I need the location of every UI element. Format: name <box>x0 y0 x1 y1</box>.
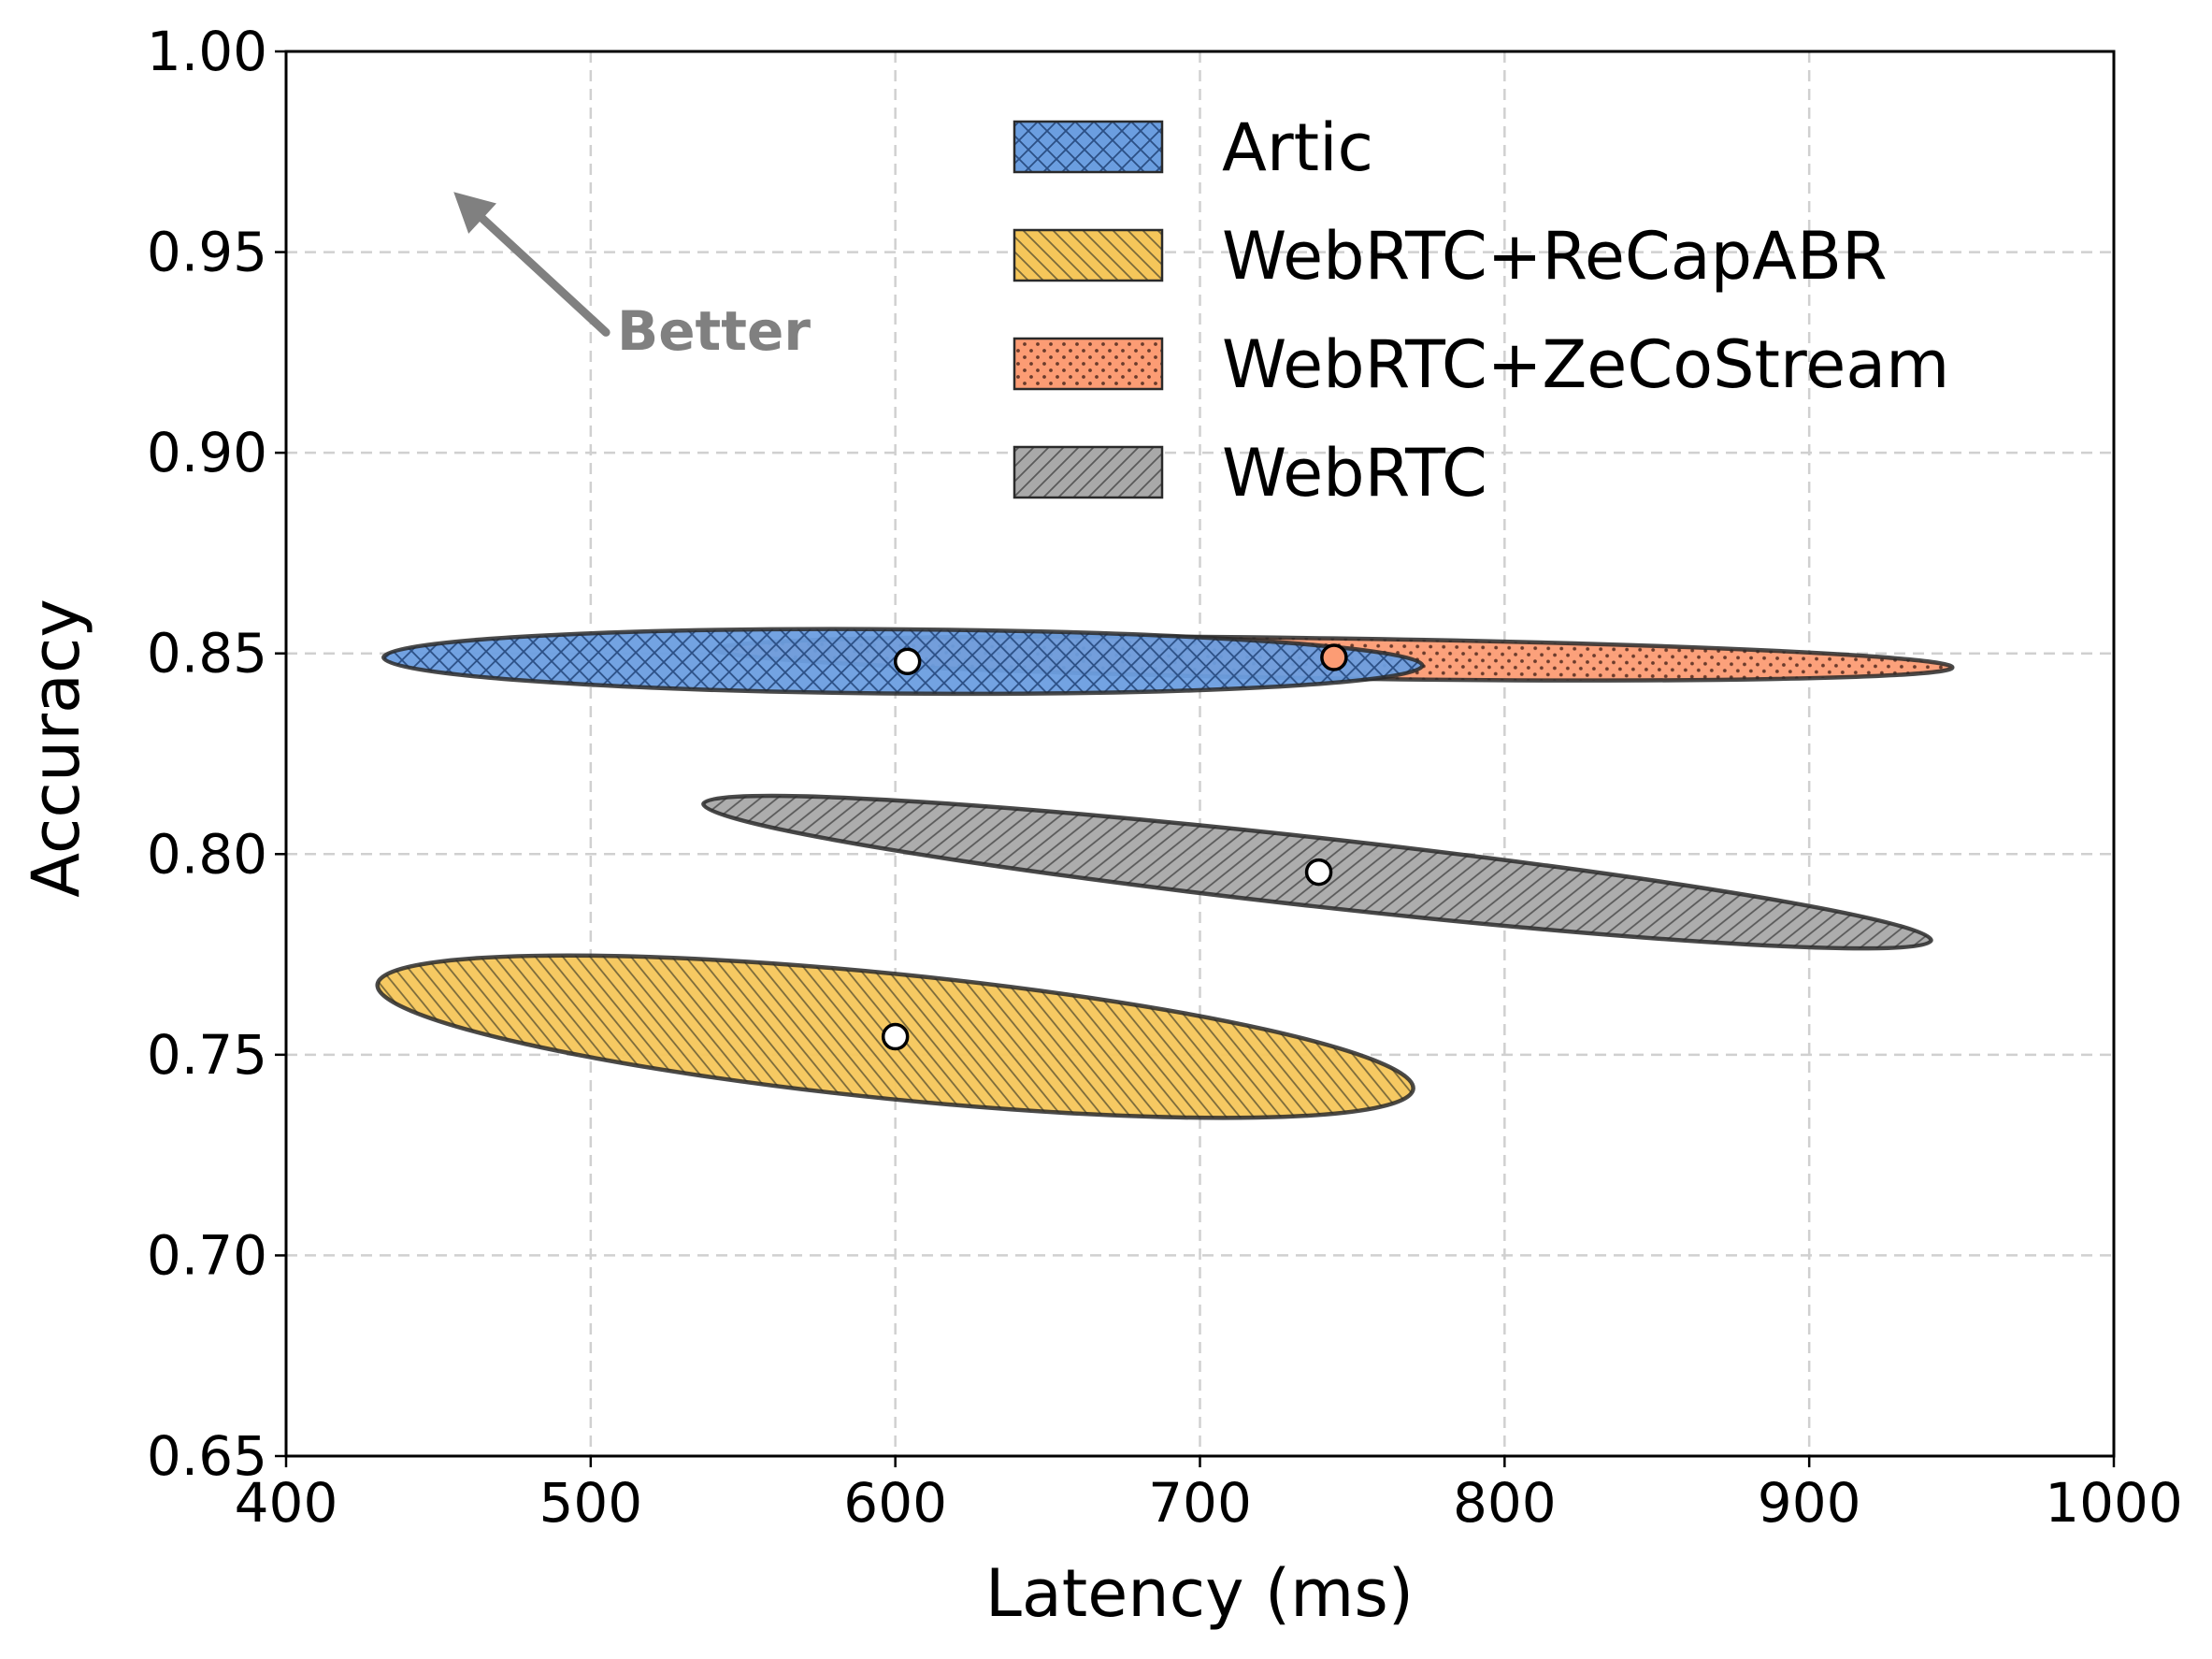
legend-swatch-artic <box>1013 120 1164 174</box>
legend-swatch-webrtc-zecostream <box>1013 337 1164 391</box>
legend-label-webrtc: WebRTC <box>1222 435 1487 512</box>
y-axis-ticks: 0.65 0.70 0.75 0.80 0.85 0.90 0.95 1.00 <box>147 20 286 1488</box>
webrtc-recapabr-mean-point <box>881 1022 910 1051</box>
legend: Artic WebRTC+ReCapABR WebRTC+ZeCoStream Web… <box>1013 109 1949 512</box>
x-tick-label: 400 <box>235 1471 338 1535</box>
y-axis-label: Accuracy <box>18 599 94 898</box>
y-tick-label: 1.00 <box>147 20 267 83</box>
means-layer <box>881 643 1348 1051</box>
artic-mean-point <box>893 647 922 676</box>
webrtc-mean-point <box>1304 858 1333 887</box>
better-arrow-head-icon <box>453 192 496 234</box>
x-tick-label: 800 <box>1453 1471 1557 1535</box>
x-tick-label: 500 <box>539 1471 642 1535</box>
x-tick-label: 900 <box>1758 1471 1861 1535</box>
y-tick-label: 0.95 <box>147 221 267 284</box>
legend-label-webrtc-zecostream: WebRTC+ZeCoStream <box>1222 326 1949 403</box>
better-arrow-icon <box>478 214 610 337</box>
legend-label-artic: Artic <box>1222 109 1373 186</box>
x-axis-label: Latency (ms) <box>985 1555 1414 1632</box>
ellipses-layer <box>375 627 1955 1120</box>
legend-label-webrtc-recapabr: WebRTC+ReCapABR <box>1222 218 1888 295</box>
grid <box>286 51 2114 1456</box>
y-tick-label: 0.65 <box>147 1424 267 1488</box>
y-tick-label: 0.90 <box>147 421 267 484</box>
x-tick-label: 600 <box>843 1471 947 1535</box>
x-tick-label: 1000 <box>2045 1471 2183 1535</box>
y-tick-label: 0.80 <box>147 822 267 886</box>
legend-swatch-webrtc-recapabr <box>1013 228 1164 282</box>
y-tick-label: 0.70 <box>147 1223 267 1287</box>
better-label: Better <box>617 299 811 363</box>
webrtc-zecostream-mean-point <box>1320 643 1348 671</box>
better-annotation: Better <box>453 192 811 363</box>
y-tick-label: 0.75 <box>147 1023 267 1087</box>
x-axis-ticks: 400 500 600 700 800 900 1000 <box>235 1456 2183 1535</box>
y-tick-label: 0.85 <box>147 622 267 685</box>
legend-swatch-webrtc <box>1013 445 1164 499</box>
x-tick-label: 700 <box>1148 1471 1252 1535</box>
